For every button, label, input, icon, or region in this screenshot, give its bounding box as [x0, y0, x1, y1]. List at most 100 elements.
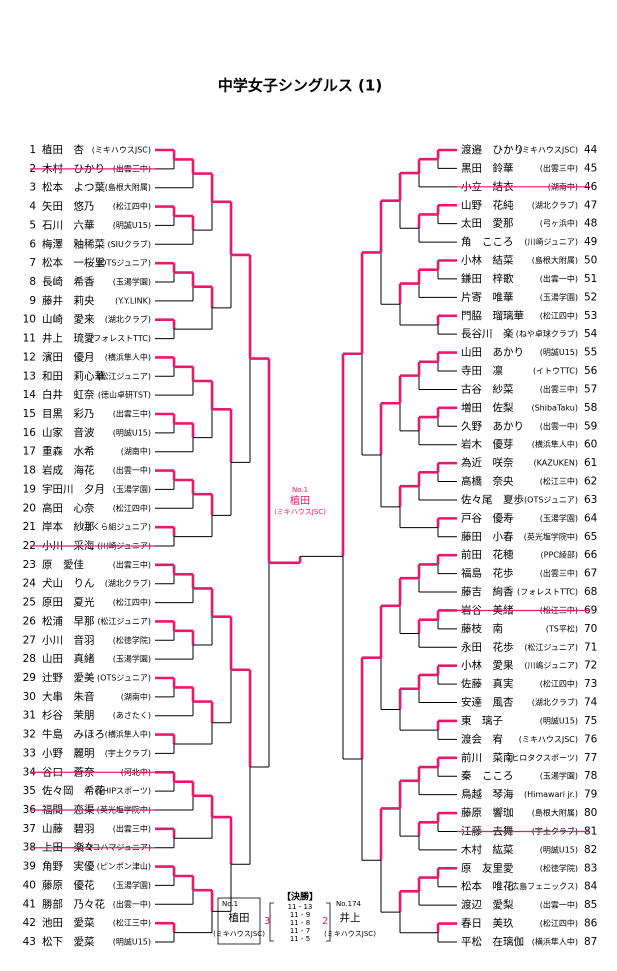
champion-seed: No.1 — [292, 486, 308, 494]
player-no: 10 — [23, 314, 36, 326]
player-no: 5 — [29, 219, 36, 231]
player-name: 春日 美玖 — [461, 917, 514, 930]
player-club: (明誠U15) — [113, 427, 151, 437]
player-no: 73 — [584, 678, 597, 690]
player-club: (出雲三中) — [540, 163, 578, 173]
player-no: 26 — [23, 615, 37, 627]
player-club: (あさたく) — [113, 711, 151, 720]
player-club: (出雲一中) — [540, 273, 578, 283]
player-name: 東 璃子 — [461, 714, 503, 727]
player-club: (横浜隼人中) — [105, 729, 151, 739]
player-no: 6 — [29, 238, 36, 250]
player-club: (島根大附属) — [532, 808, 578, 818]
player-club: (松江ジュニア) — [97, 371, 151, 381]
player-club: (ミキハウスJSC) — [519, 735, 578, 744]
player-no: 14 — [23, 389, 37, 401]
player-name: 古谷 紗菜 — [461, 382, 514, 395]
player-no: 50 — [584, 255, 597, 267]
player-no: 82 — [584, 844, 597, 856]
player-name: 渡会 宥 — [461, 732, 503, 745]
player-no: 37 — [23, 823, 36, 835]
final-brackets — [269, 902, 331, 942]
player-club: (明誠U15) — [113, 220, 151, 230]
player-club: (フォレストTTC) — [90, 334, 151, 343]
player-no: 46 — [584, 181, 598, 193]
player-no: 56 — [584, 365, 598, 377]
player-name: 渡邉 ひかり — [461, 143, 524, 156]
player-club: (玉湯学園) — [113, 654, 151, 664]
player-no: 78 — [584, 770, 597, 782]
player-name: 池田 愛菜 — [42, 916, 95, 929]
player-club: (玉湯学園) — [113, 484, 151, 494]
player-no: 87 — [584, 936, 597, 948]
player-no: 67 — [584, 568, 597, 580]
player-club: (PPC綾部) — [541, 550, 578, 560]
player-no: 57 — [584, 383, 597, 395]
player-club: (湖北クラブ) — [105, 578, 151, 588]
player-club: (ミキハウスJSC) — [92, 146, 151, 155]
player-name: 犬山 りん — [42, 577, 95, 590]
player-club: (広島フェニックス) — [508, 881, 578, 891]
player-club: (玉湯学園) — [113, 277, 151, 287]
player-name: 白井 虹奈 — [42, 388, 95, 401]
player-name: 石川 六華 — [42, 219, 95, 231]
player-no: 86 — [584, 918, 598, 930]
player-club: (OTSジュニア) — [524, 495, 578, 504]
player-no: 1 — [29, 144, 36, 156]
final-name: 植田 — [229, 911, 250, 924]
player-no: 72 — [584, 660, 597, 672]
final-heading: 【決勝】 — [282, 891, 318, 903]
player-club: (松徳学院) — [113, 635, 151, 645]
player-club: (ピンポン津山) — [97, 861, 151, 871]
player-no: 47 — [584, 199, 597, 211]
final-seed: No.1 — [222, 900, 238, 908]
player-no: 30 — [23, 691, 36, 703]
player-name: 杉谷 茉朋 — [42, 709, 95, 722]
player-club: (松江四中) — [540, 679, 578, 689]
player-name: 原 愛佳 — [42, 558, 84, 571]
player-no: 3 — [29, 182, 36, 194]
player-no: 60 — [584, 439, 597, 451]
player-club: (出雲三中) — [540, 384, 578, 394]
player-no: 39 — [23, 861, 36, 873]
player-name: 黒田 鈴華 — [461, 161, 514, 174]
player-no: 22 — [23, 540, 36, 552]
player-name: 片寄 唯華 — [461, 290, 514, 303]
final-score: 11 - 8 — [290, 919, 310, 927]
player-club: (湖北クラブ) — [105, 314, 151, 324]
player-club: (OTSジュニア) — [97, 674, 151, 683]
player-club: (明誠U15) — [113, 937, 151, 947]
player-no: 33 — [23, 747, 36, 759]
player-club: (出雲三中) — [113, 409, 151, 419]
player-name: 藤枝 南 — [461, 622, 503, 635]
player-no: 65 — [584, 531, 597, 543]
player-club: (出雲一中) — [113, 465, 151, 475]
player-name: 門脇 瑠璃華 — [461, 309, 524, 322]
player-name: 山藤 碧羽 — [42, 823, 95, 835]
player-name: 増田 佐梨 — [461, 401, 514, 414]
champion-club: (ミキハウスJSC) — [274, 508, 326, 516]
player-no: 23 — [23, 559, 36, 571]
player-club: (川崎ジュニア) — [524, 237, 578, 247]
player-club: (徳山卓研TST) — [98, 390, 151, 400]
player-club: (湖北クラブ) — [532, 200, 578, 210]
player-name: 井上 琉愛 — [42, 332, 95, 345]
champion-name: 植田 — [290, 494, 310, 507]
player-club: (OTSジュニア) — [97, 259, 151, 268]
player-club: (TS平松) — [546, 623, 578, 633]
player-name: 勝部 乃々花 — [42, 897, 105, 910]
player-name: 重森 水希 — [42, 445, 95, 458]
player-name: 山崎 愛来 — [42, 313, 95, 326]
player-no: 79 — [584, 789, 597, 801]
player-name: 大串 朱音 — [42, 690, 95, 703]
player-no: 41 — [23, 898, 36, 910]
player-no: 62 — [584, 476, 597, 488]
player-club: (島根大附属) — [105, 182, 151, 192]
player-name: 小林 愛果 — [461, 659, 514, 672]
player-no: 66 — [584, 549, 598, 561]
player-name: 原 友里愛 — [461, 861, 514, 874]
player-club: (松江四中) — [540, 310, 578, 320]
player-no: 52 — [584, 291, 597, 303]
player-name: 松下 愛菜 — [42, 935, 95, 948]
player-club: (松江四中) — [113, 201, 151, 211]
